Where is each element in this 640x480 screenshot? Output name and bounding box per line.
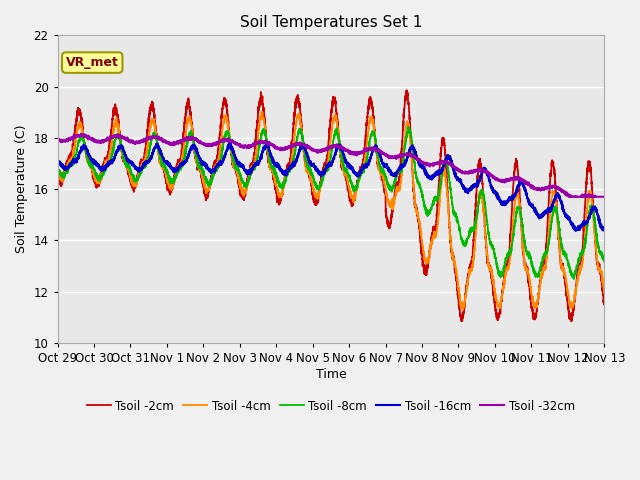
Tsoil -32cm	[423, 161, 431, 167]
Line: Tsoil -4cm: Tsoil -4cm	[58, 112, 604, 311]
Tsoil -8cm	[570, 276, 578, 282]
Tsoil -32cm	[600, 194, 607, 200]
Tsoil -8cm	[600, 257, 608, 263]
Tsoil -4cm	[600, 290, 608, 296]
Tsoil -32cm	[484, 169, 492, 175]
Line: Tsoil -32cm: Tsoil -32cm	[58, 134, 604, 197]
Tsoil -2cm	[403, 87, 410, 93]
Line: Tsoil -8cm: Tsoil -8cm	[58, 127, 604, 279]
Tsoil -32cm	[54, 137, 61, 143]
Tsoil -4cm	[54, 169, 61, 175]
Tsoil -2cm	[54, 169, 61, 175]
Legend: Tsoil -2cm, Tsoil -4cm, Tsoil -8cm, Tsoil -16cm, Tsoil -32cm: Tsoil -2cm, Tsoil -4cm, Tsoil -8cm, Tsoi…	[82, 395, 580, 417]
Tsoil -4cm	[258, 109, 266, 115]
Tsoil -4cm	[454, 277, 461, 283]
Tsoil -32cm	[454, 167, 461, 172]
Tsoil -4cm	[423, 257, 431, 263]
Tsoil -8cm	[454, 217, 461, 223]
Tsoil -2cm	[600, 300, 608, 306]
Line: Tsoil -2cm: Tsoil -2cm	[58, 90, 604, 322]
Tsoil -8cm	[54, 166, 61, 172]
Tsoil -8cm	[310, 180, 318, 185]
Tsoil -8cm	[600, 258, 607, 264]
Tsoil -16cm	[600, 226, 607, 232]
Tsoil -16cm	[423, 173, 431, 179]
Tsoil -8cm	[484, 230, 492, 236]
Tsoil -4cm	[152, 129, 159, 135]
Tsoil -2cm	[152, 125, 159, 131]
Tsoil -32cm	[152, 135, 160, 141]
Title: Soil Temperatures Set 1: Soil Temperatures Set 1	[240, 15, 422, 30]
Tsoil -32cm	[80, 131, 88, 137]
Tsoil -2cm	[600, 298, 607, 304]
Y-axis label: Soil Temperature (C): Soil Temperature (C)	[15, 125, 28, 253]
X-axis label: Time: Time	[316, 368, 346, 381]
Tsoil -16cm	[600, 226, 608, 232]
Tsoil -32cm	[566, 194, 573, 200]
Tsoil -2cm	[310, 197, 318, 203]
Tsoil -2cm	[423, 263, 431, 269]
Tsoil -2cm	[484, 259, 492, 265]
Tsoil -16cm	[310, 165, 318, 170]
Tsoil -4cm	[310, 191, 318, 196]
Tsoil -2cm	[568, 319, 575, 324]
Tsoil -4cm	[484, 264, 492, 270]
Tsoil -32cm	[600, 194, 608, 200]
Tsoil -8cm	[152, 136, 159, 142]
Tsoil -16cm	[54, 159, 61, 165]
Tsoil -16cm	[454, 175, 461, 180]
Tsoil -32cm	[310, 148, 318, 154]
Tsoil -16cm	[484, 173, 492, 179]
Line: Tsoil -16cm: Tsoil -16cm	[58, 144, 604, 230]
Tsoil -8cm	[404, 124, 412, 130]
Tsoil -16cm	[152, 144, 159, 150]
Text: VR_met: VR_met	[66, 56, 118, 69]
Tsoil -4cm	[600, 286, 607, 291]
Tsoil -16cm	[225, 141, 233, 146]
Tsoil -4cm	[459, 308, 467, 313]
Tsoil -8cm	[423, 212, 431, 217]
Tsoil -2cm	[454, 285, 461, 290]
Tsoil -16cm	[572, 228, 579, 233]
